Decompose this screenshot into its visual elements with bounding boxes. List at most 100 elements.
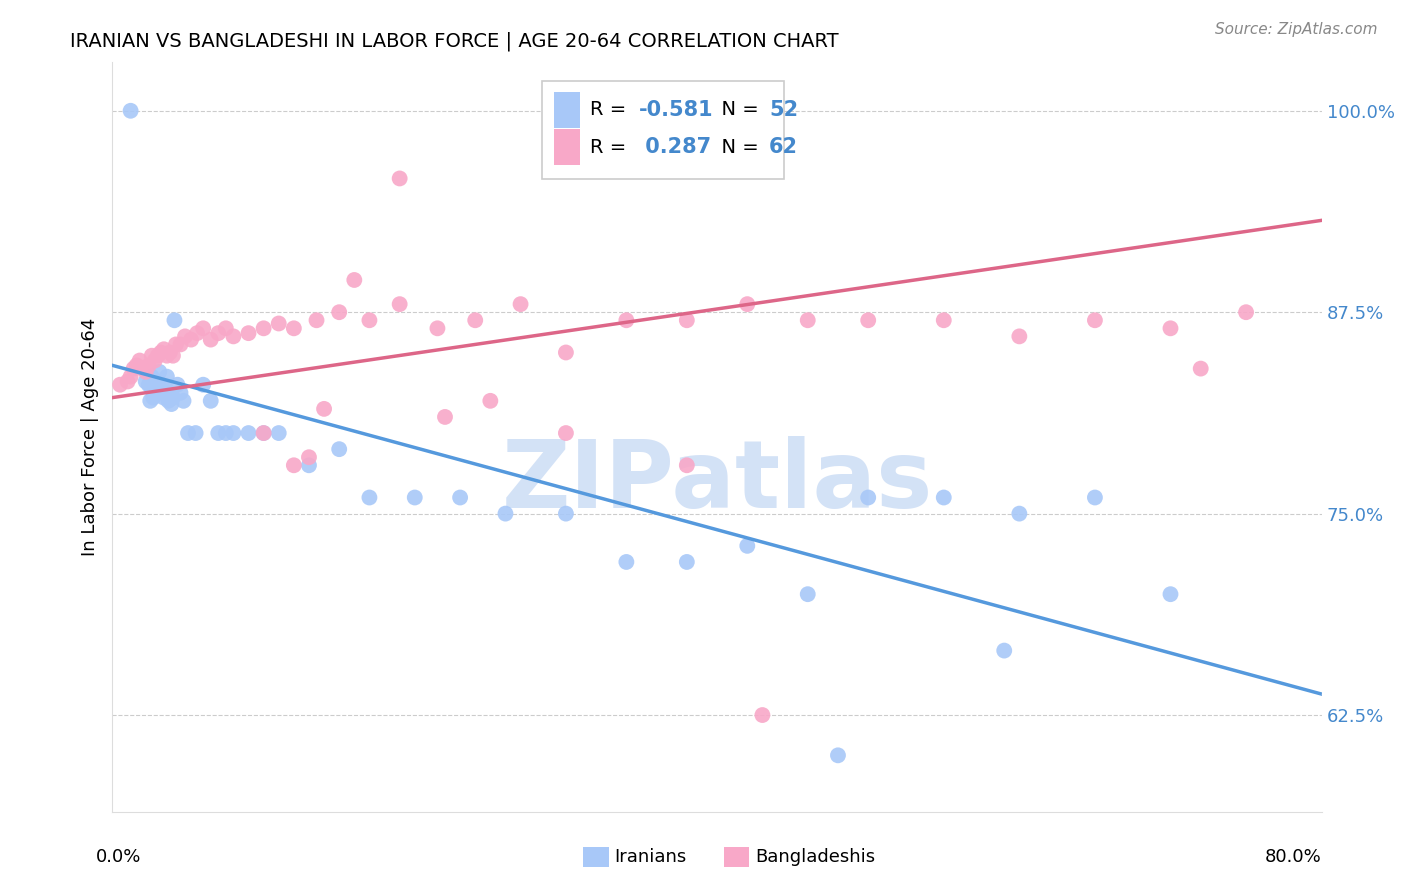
Point [554,425,576,440]
Text: 80.0%: 80.0% [1265,848,1322,866]
Point [554,507,576,521]
Point [616,555,638,569]
Text: N =: N = [709,100,765,120]
Point [159,385,181,400]
Point [314,401,336,416]
Point [993,643,1015,657]
Point [796,587,818,601]
Point [163,313,186,327]
Point [856,491,880,505]
Point [146,375,169,389]
FancyBboxPatch shape [554,129,581,165]
Point [184,425,207,440]
Point [215,321,238,335]
Point [222,425,245,440]
Point [737,539,759,553]
Point [616,313,638,327]
Point [142,391,165,405]
Point [120,103,142,118]
Point [174,329,197,343]
Point [138,359,160,373]
Y-axis label: In Labor Force | Age 20-64: In Labor Force | Age 20-64 [80,318,98,557]
Point [328,442,350,457]
Point [215,425,238,440]
Point [207,326,229,340]
Text: IRANIAN VS BANGLADESHI IN LABOR FORCE | AGE 20-64 CORRELATION CHART: IRANIAN VS BANGLADESHI IN LABOR FORCE | … [70,31,839,51]
Point [162,349,184,363]
Point [173,393,195,408]
Point [138,377,160,392]
Point [122,361,145,376]
Point [159,345,181,359]
Point [141,369,163,384]
Point [283,458,305,473]
Point [162,391,184,405]
Point [238,425,260,440]
Text: Bangladeshis: Bangladeshis [755,848,875,866]
Point [675,458,697,473]
Point [675,555,697,569]
Point [932,313,955,327]
Text: -0.581: -0.581 [638,100,713,120]
Point [1159,587,1181,601]
Point [155,381,177,395]
Text: R =: R = [591,100,633,120]
Point [305,313,328,327]
Point [751,708,773,723]
Point [141,349,163,363]
Point [343,273,366,287]
Point [149,345,172,359]
Point [148,365,170,379]
Point [156,369,179,384]
Point [177,425,200,440]
Point [433,409,456,424]
Point [253,321,276,335]
Point [1008,329,1031,343]
Text: N =: N = [709,137,765,157]
Point [128,353,150,368]
Point [108,377,131,392]
Text: 62: 62 [769,137,799,157]
Point [165,337,187,351]
Point [169,337,191,351]
Point [328,305,350,319]
Point [200,333,222,347]
Text: 0.287: 0.287 [638,137,711,157]
Point [298,450,321,465]
Text: Source: ZipAtlas.com: Source: ZipAtlas.com [1215,22,1378,37]
Point [388,297,411,311]
Point [1008,507,1031,521]
Point [143,353,166,368]
Point [186,326,208,340]
Point [135,375,157,389]
Point [166,377,188,392]
Point [1234,305,1257,319]
Point [449,491,471,505]
Point [796,313,818,327]
Point [253,425,276,440]
FancyBboxPatch shape [541,81,783,178]
FancyBboxPatch shape [554,92,581,128]
Point [359,491,381,505]
Point [150,385,173,400]
Point [827,748,849,763]
Text: 52: 52 [769,100,799,120]
Point [267,425,290,440]
Point [156,349,179,363]
Point [464,313,486,327]
Point [120,369,142,384]
Point [157,393,180,408]
Text: R =: R = [591,137,633,157]
Point [145,385,167,400]
Point [180,333,202,347]
Point [222,329,245,343]
Point [1084,491,1107,505]
Point [1084,313,1107,327]
Point [139,393,162,408]
Point [135,365,157,379]
Point [207,425,229,440]
Point [153,391,176,405]
Point [554,345,576,359]
Text: Iranians: Iranians [614,848,686,866]
Point [675,313,697,327]
